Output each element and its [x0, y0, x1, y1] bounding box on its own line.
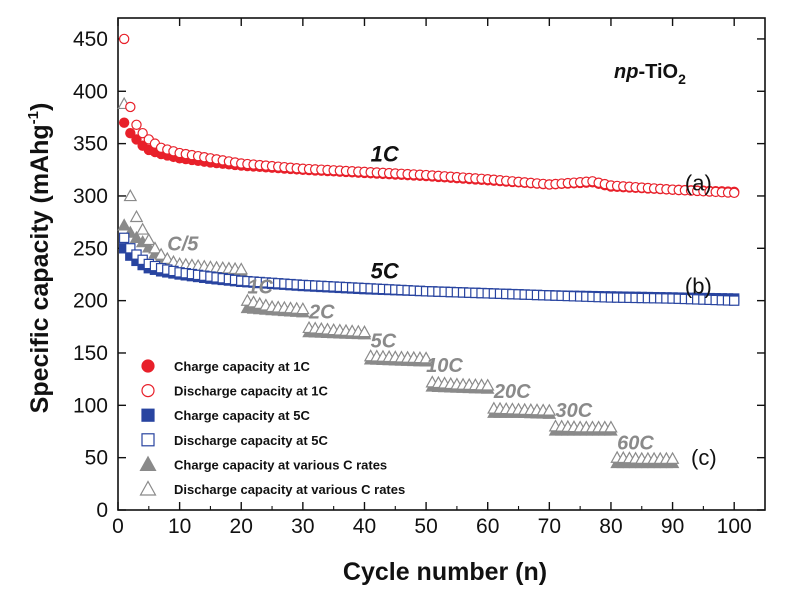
y-tick-label: 50 [85, 447, 108, 470]
data-point [118, 232, 130, 244]
data-point [118, 33, 130, 45]
y-tick-label: 300 [73, 185, 108, 208]
rate-label: 30C [555, 400, 592, 422]
x-tick-label: 60 [476, 515, 499, 538]
y-tick-label: 150 [73, 342, 108, 365]
data-point [118, 117, 130, 128]
data-point [154, 247, 168, 260]
data-point [125, 243, 136, 254]
rate-label: C/5 [167, 233, 199, 255]
rate-label: 2C [308, 301, 335, 323]
data-point [131, 249, 142, 260]
data-point [542, 403, 557, 416]
data-point [728, 187, 740, 199]
y-tick-label: 400 [73, 80, 108, 103]
series-rate-label: 1C [371, 141, 400, 166]
x-tick-label: 80 [599, 515, 622, 538]
x-tick-label: 10 [168, 515, 191, 538]
chart-title: np-TiO2 [614, 61, 686, 87]
data-point [131, 134, 142, 145]
data-point [419, 351, 433, 364]
title-subscript: 2 [678, 71, 686, 87]
rate-label: 5C [371, 331, 397, 353]
legend-label: Discharge capacity at various C rates [174, 482, 405, 497]
panel-label: (c) [691, 445, 717, 470]
x-tick-label: 30 [291, 515, 314, 538]
data-point [234, 262, 249, 275]
data-point [296, 302, 310, 315]
x-tick-label: 70 [538, 515, 561, 538]
y-axis-label-main: Specific capacity (mAhg [26, 124, 54, 413]
legend-label: Charge capacity at various C rates [174, 457, 387, 472]
y-tick-label: 350 [73, 133, 108, 156]
data-point [480, 378, 495, 391]
title-main: -TiO [638, 61, 678, 83]
series-6 [117, 96, 680, 464]
y-axis-label-sup: -1 [25, 111, 42, 124]
rate-label: 1C [247, 276, 273, 298]
data-point [137, 127, 148, 139]
y-tick-label: 100 [73, 394, 108, 417]
series-2 [118, 33, 740, 199]
x-tick-label: 0 [112, 515, 124, 538]
legend-label: Charge capacity at 5C [174, 408, 310, 423]
data-point [125, 101, 136, 113]
legend-marker [141, 433, 155, 447]
rate-label: 10C [426, 355, 463, 377]
legend-label: Charge capacity at 1C [174, 359, 310, 374]
data-point [125, 127, 136, 139]
data-point [129, 230, 144, 244]
data-point [135, 222, 150, 235]
data-point [160, 251, 175, 264]
panel-label: (b) [685, 273, 712, 298]
y-tick-label: 200 [73, 290, 108, 313]
plot-layer: 0 10 20 30 40 50 60 70 80 90 100 0 50 100 150 200 250 300… [73, 17, 766, 538]
x-tick-label: 100 [717, 515, 752, 538]
y-tick-label: 250 [73, 237, 108, 260]
legend: Charge capacity at 1C Discharge capacity … [139, 359, 405, 497]
x-tick-label: 90 [661, 515, 684, 538]
y-axis-label-end: ) [26, 103, 54, 111]
data-point [604, 420, 618, 433]
legend-marker [141, 408, 155, 422]
x-tick-label: 20 [230, 515, 253, 538]
legend-marker [139, 455, 157, 471]
legend-marker [141, 359, 155, 373]
title-prefix: np [614, 61, 638, 83]
x-tick-label: 50 [414, 515, 437, 538]
rate-label: 60C [617, 432, 654, 454]
legend-marker [139, 480, 157, 496]
plot-frame [117, 17, 766, 511]
y-tick-label: 0 [96, 499, 108, 522]
data-point [123, 188, 138, 202]
panel-label: (a) [685, 171, 712, 196]
legend-label: Discharge capacity at 1C [174, 384, 329, 399]
y-axis-label: Specific capacity (mAhg-1) [25, 103, 54, 414]
data-point [117, 218, 131, 231]
data-point [148, 241, 162, 254]
legend-label: Discharge capacity at 5C [174, 433, 329, 448]
series-rate-label: 5C [371, 259, 400, 284]
y-tick-label: 450 [73, 28, 108, 51]
x-tick-label: 40 [353, 515, 376, 538]
legend-marker [141, 384, 155, 398]
data-point [665, 451, 680, 464]
data-point [131, 119, 142, 130]
rate-label: 20C [493, 381, 531, 403]
data-point [357, 325, 372, 338]
data-point [728, 295, 740, 306]
data-point [142, 232, 156, 246]
data-point [129, 209, 144, 223]
x-axis-label: Cycle number (n) [343, 558, 547, 586]
series-4 [118, 232, 740, 306]
